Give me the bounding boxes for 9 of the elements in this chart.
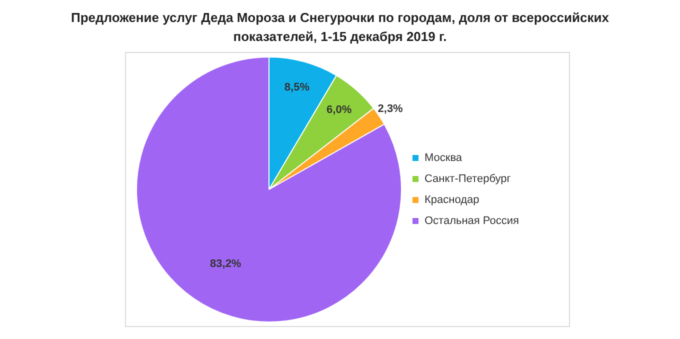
data-label: 6,0% xyxy=(326,104,352,116)
data-label: 2,3% xyxy=(378,102,404,115)
data-label: 83,2% xyxy=(210,258,242,270)
legend-label: Москва xyxy=(424,152,463,164)
legend-label: Краснодар xyxy=(424,194,480,206)
data-label: 8,5% xyxy=(284,81,310,94)
legend-label: Остальная Россия xyxy=(424,215,520,228)
legend-label: Санкт-Петербург xyxy=(424,173,511,186)
chart-title: Предложение услуг Деда Мороза и Снегурочки по городам, доля от всероссийских показателей, 1-15 декабря 2019 г. xyxy=(70,9,610,46)
